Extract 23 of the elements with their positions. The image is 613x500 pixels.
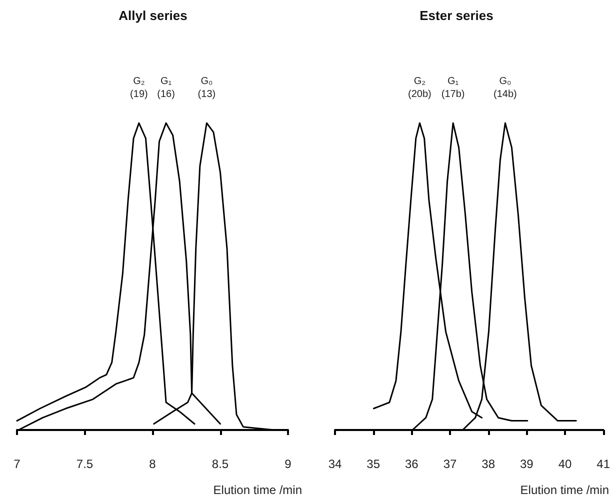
x-tick-label: 34 <box>328 457 342 471</box>
x-tick-label: 9 <box>284 457 292 471</box>
x-tick-label: 38 <box>482 457 496 471</box>
x-tick-label: 41 <box>596 457 610 471</box>
x-tick-label: 39 <box>520 457 534 471</box>
x-tick-label: 40 <box>558 457 572 471</box>
text: G₁ (16) <box>157 76 175 100</box>
text: G₀ (13) <box>198 76 216 100</box>
text: G₂ (19) <box>130 76 148 100</box>
text: G₀ (14b) <box>494 76 517 100</box>
x-tick-label: 7.5 <box>76 457 94 471</box>
x-tick-label: 36 <box>404 457 419 471</box>
x-tick-label: 37 <box>443 457 457 471</box>
x-tick-label: 7 <box>14 457 21 471</box>
text: G₂ (20b) <box>408 76 432 100</box>
chart-title: Ester series <box>420 8 494 23</box>
x-axis-title: Elution time /min <box>520 483 610 497</box>
x-tick-label: 8.5 <box>212 457 229 471</box>
text: G₁ (17b) <box>441 76 465 100</box>
x-axis-title: Elution time /min <box>213 483 302 497</box>
x-tick-label: 35 <box>366 457 380 471</box>
x-tick-label: 8 <box>149 457 156 471</box>
chart-title: Allyl series <box>118 8 188 23</box>
